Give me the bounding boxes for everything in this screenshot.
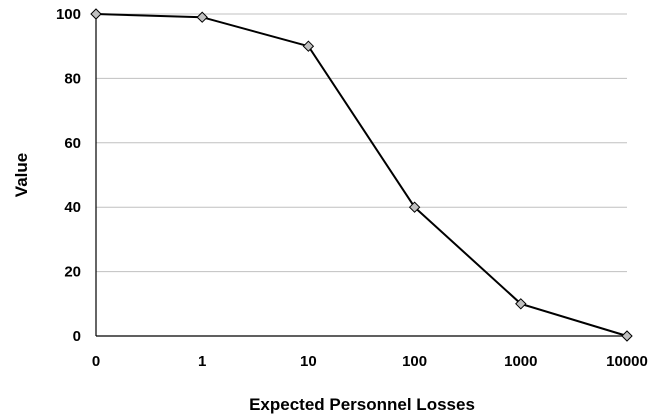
series <box>90 8 633 342</box>
gridlines <box>96 13 627 273</box>
data-point-marker <box>515 298 527 310</box>
x-tick-label: 1 <box>198 353 206 370</box>
y-tick-label: 60 <box>64 135 81 152</box>
series-line <box>95 13 628 337</box>
y-tick-label: 40 <box>64 199 81 216</box>
data-point-marker <box>621 330 633 342</box>
x-tick-label: 100 <box>402 353 427 370</box>
x-tick-label: 10 <box>300 353 317 370</box>
data-point-marker <box>408 201 421 213</box>
x-tick-label: 1000 <box>504 353 537 370</box>
data-point-marker <box>196 11 208 23</box>
x-tick-label: 10000 <box>606 353 648 370</box>
data-point-marker <box>90 8 102 20</box>
x-tick-label: 0 <box>92 353 100 370</box>
data-point-marker <box>302 40 315 52</box>
x-axis-title: Expected Personnel Losses <box>249 395 475 414</box>
y-tick-label: 0 <box>73 328 81 345</box>
y-tick-label: 100 <box>56 6 81 23</box>
y-tick-label: 80 <box>64 70 81 87</box>
axes <box>95 14 627 337</box>
y-axis-title: Value <box>12 153 31 197</box>
y-tick-label: 20 <box>64 264 81 281</box>
